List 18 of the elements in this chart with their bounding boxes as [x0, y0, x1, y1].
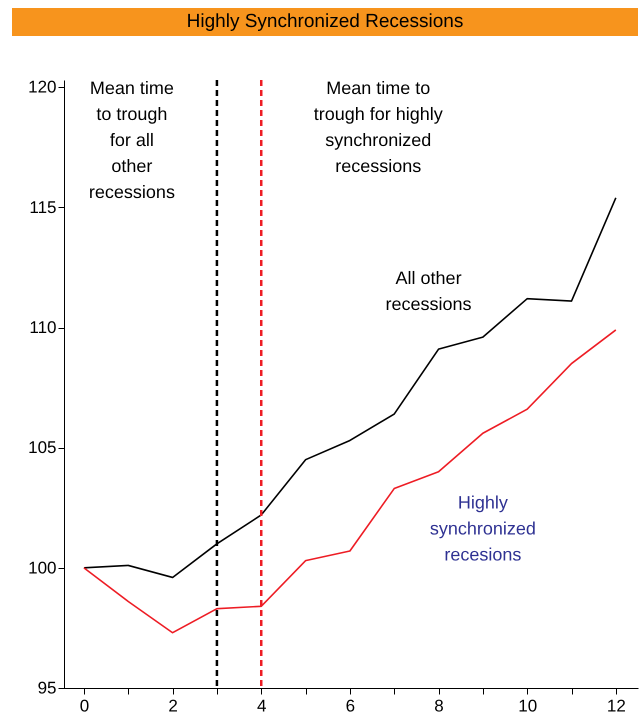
- x-tick-label: 0: [80, 696, 90, 716]
- x-tick-label: 10: [518, 696, 538, 716]
- x-tick-label: 6: [346, 696, 356, 716]
- x-tick-label: 12: [606, 696, 626, 716]
- y-tick-label: 95: [38, 678, 56, 698]
- ref-line-label: Mean time to trough for all other recessions: [88, 78, 175, 202]
- chart-title: Highly Synchronized Recessions: [12, 8, 638, 36]
- x-tick-label: 8: [434, 696, 444, 716]
- y-tick-label: 120: [28, 78, 56, 97]
- y-tick-label: 105: [28, 438, 56, 458]
- x-tick-label: 4: [257, 696, 266, 716]
- y-tick-label: 100: [28, 558, 56, 578]
- y-tick-label: 115: [29, 198, 56, 217]
- ref-line-label: Mean time to trough for highly synchronized recessions: [314, 78, 443, 176]
- series-label: All other recessions: [386, 268, 472, 314]
- series-label: Highly synchronized recesions: [430, 492, 536, 564]
- x-tick-label: 2: [168, 696, 178, 716]
- y-tick-label: 110: [29, 318, 56, 338]
